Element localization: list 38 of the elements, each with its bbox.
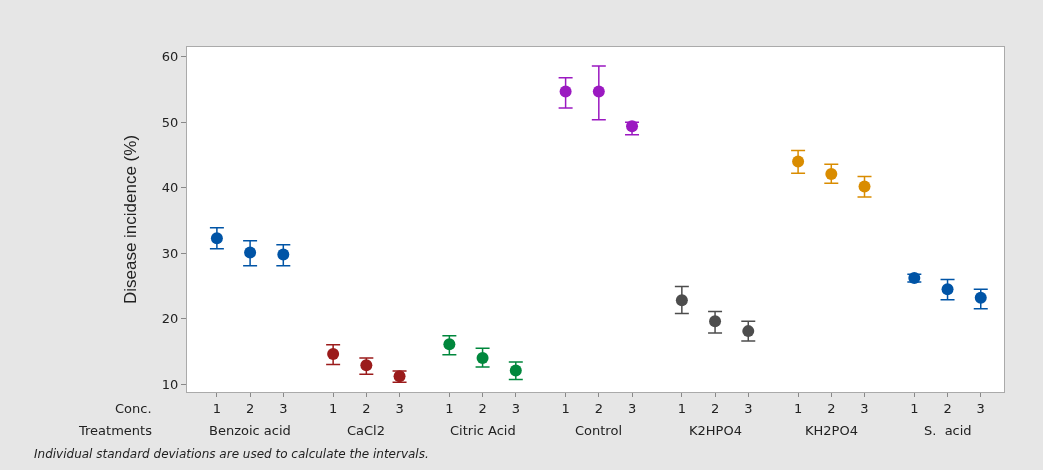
x-tick-label: 3: [395, 400, 404, 416]
text: K2HPO4: [689, 423, 742, 438]
y-tick-label: 20: [161, 311, 179, 327]
y-tick-label: 60: [161, 49, 179, 65]
x-tick-label: 1: [677, 400, 686, 416]
x-tick-label: 3: [744, 400, 753, 416]
x-tick-label: 1: [328, 400, 338, 416]
x-tick-label: 3: [976, 400, 985, 416]
y-tick-label: 50: [161, 114, 179, 130]
x-tick-label: 1: [910, 400, 919, 416]
y-tick-label: 40: [161, 180, 179, 196]
x-tick-label: 3: [511, 400, 520, 416]
x-tick-label: 3: [627, 400, 637, 416]
x-tick-label: 1: [212, 400, 222, 416]
x-tick-label: 3: [860, 400, 869, 416]
x-tick-label: 2: [362, 400, 371, 416]
x-tick-label: 2: [478, 400, 487, 416]
text: Individual standard deviations are used to calculate the intervals.: [34, 447, 429, 461]
text: S. acid: [924, 423, 972, 438]
x-tick-label: 1: [561, 400, 570, 416]
text: Control: [575, 423, 622, 438]
y-tick-label: 30: [161, 245, 179, 261]
x-tick-label: 2: [710, 400, 720, 416]
x-tick-label: 1: [445, 400, 454, 416]
text: CaCl2: [347, 423, 386, 438]
x-tick-label: 2: [594, 400, 603, 416]
x-tick-label: 2: [245, 400, 255, 416]
y-tick-label: 10: [161, 376, 179, 392]
text: Treatments: [78, 423, 153, 438]
x-tick-label: 3: [279, 400, 288, 416]
text: KH2PO4: [805, 423, 858, 438]
x-tick-label: 1: [793, 400, 803, 416]
y-axis-title: Disease incidence (%): [121, 134, 141, 305]
text: Citric Acid: [450, 423, 516, 438]
x-tick-label: 2: [943, 400, 952, 416]
text: Benzoic acid: [209, 423, 291, 438]
x-tick-label: 2: [827, 400, 836, 416]
text: Conc.: [115, 401, 152, 416]
